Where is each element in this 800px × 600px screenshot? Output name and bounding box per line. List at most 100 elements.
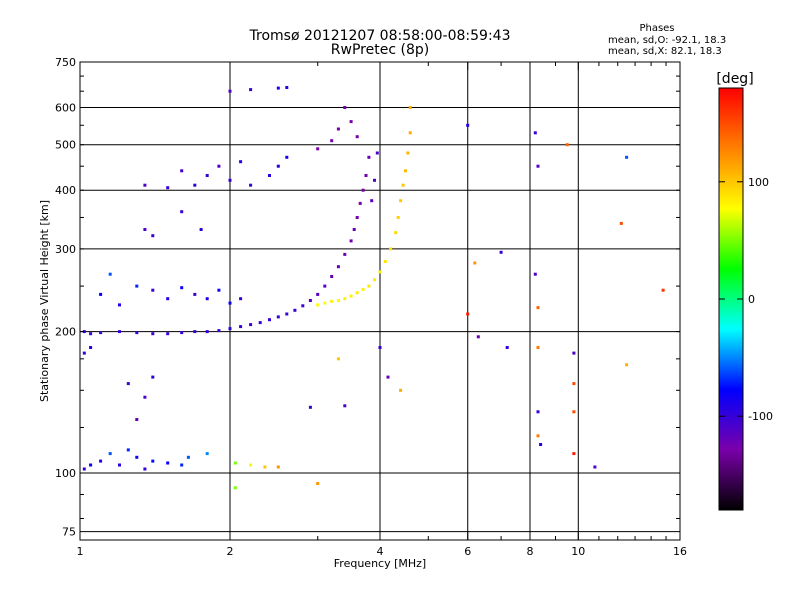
data-point — [187, 456, 190, 459]
data-point — [259, 321, 262, 324]
data-point — [239, 297, 242, 300]
data-point — [229, 327, 232, 330]
data-point — [285, 156, 288, 159]
data-point — [343, 106, 346, 109]
data-point — [367, 156, 370, 159]
data-point — [217, 289, 220, 292]
data-point — [572, 382, 575, 385]
data-point — [402, 184, 405, 187]
data-point — [249, 88, 252, 91]
data-point — [109, 452, 112, 455]
data-point — [384, 260, 387, 263]
data-point — [229, 90, 232, 93]
y-tick-label: 75 — [62, 526, 76, 539]
data-point — [362, 288, 365, 291]
data-point — [537, 306, 540, 309]
data-point — [466, 313, 469, 316]
data-point — [99, 460, 102, 463]
data-point — [316, 147, 319, 150]
y-tick-label: 600 — [55, 102, 76, 115]
data-point — [200, 228, 203, 231]
data-point — [135, 331, 138, 334]
data-point — [506, 346, 509, 349]
data-point — [193, 330, 196, 333]
data-point — [83, 468, 86, 471]
colorbar-tick-label: -100 — [748, 410, 773, 423]
data-point — [109, 273, 112, 276]
data-point — [206, 174, 209, 177]
data-point — [229, 302, 232, 305]
data-point — [350, 239, 353, 242]
colorbar-tick-label: 0 — [748, 293, 755, 306]
data-point — [343, 253, 346, 256]
data-point — [353, 228, 356, 231]
data-point — [135, 456, 138, 459]
data-point — [193, 293, 196, 296]
data-point — [166, 462, 169, 465]
data-point — [89, 346, 92, 349]
data-point — [409, 106, 412, 109]
data-point — [387, 376, 390, 379]
data-point — [249, 464, 252, 467]
data-point — [206, 452, 209, 455]
data-point — [337, 128, 340, 131]
data-point — [127, 382, 130, 385]
data-point — [343, 297, 346, 300]
data-point — [572, 452, 575, 455]
data-point — [404, 169, 407, 172]
data-point — [365, 174, 368, 177]
data-point — [316, 482, 319, 485]
data-point — [409, 131, 412, 134]
data-point — [373, 179, 376, 182]
x-tick-label: 16 — [673, 545, 687, 558]
data-point — [151, 332, 154, 335]
data-point — [99, 331, 102, 334]
data-point — [151, 376, 154, 379]
x-tick-label: 6 — [464, 545, 471, 558]
data-point — [166, 186, 169, 189]
data-point — [537, 410, 540, 413]
data-point — [143, 468, 146, 471]
x-tick-label: 10 — [571, 545, 585, 558]
data-point — [379, 270, 382, 273]
data-point — [316, 293, 319, 296]
data-point — [566, 143, 569, 146]
data-point — [477, 335, 480, 338]
colorbar-tick-label: 100 — [748, 176, 769, 189]
data-point — [534, 273, 537, 276]
data-point — [206, 297, 209, 300]
data-point — [118, 464, 121, 467]
phase-stats-x: mean, sd,X: 82.1, 18.3 — [608, 46, 722, 57]
data-point — [249, 323, 252, 326]
data-point — [350, 295, 353, 298]
data-point — [166, 332, 169, 335]
colorbar-label: [deg] — [716, 71, 753, 87]
data-point — [389, 247, 392, 250]
x-tick-label: 1 — [77, 545, 84, 558]
data-point — [330, 275, 333, 278]
data-point — [309, 406, 312, 409]
data-point — [217, 329, 220, 332]
data-point — [180, 286, 183, 289]
data-point — [285, 313, 288, 316]
data-point — [376, 152, 379, 155]
data-point — [277, 466, 280, 469]
data-point — [89, 332, 92, 335]
data-point — [277, 315, 280, 318]
data-point — [466, 124, 469, 127]
phase-stats-o: mean, sd,O: -92.1, 18.3 — [608, 35, 726, 46]
data-point — [337, 299, 340, 302]
data-point — [239, 160, 242, 163]
data-point — [373, 278, 376, 281]
data-point — [229, 179, 232, 182]
data-point — [572, 410, 575, 413]
data-point — [337, 265, 340, 268]
data-point — [593, 466, 596, 469]
data-point — [193, 184, 196, 187]
data-point — [285, 86, 288, 89]
data-point — [350, 120, 353, 123]
data-point — [620, 222, 623, 225]
data-point — [534, 131, 537, 134]
data-point — [537, 165, 540, 168]
